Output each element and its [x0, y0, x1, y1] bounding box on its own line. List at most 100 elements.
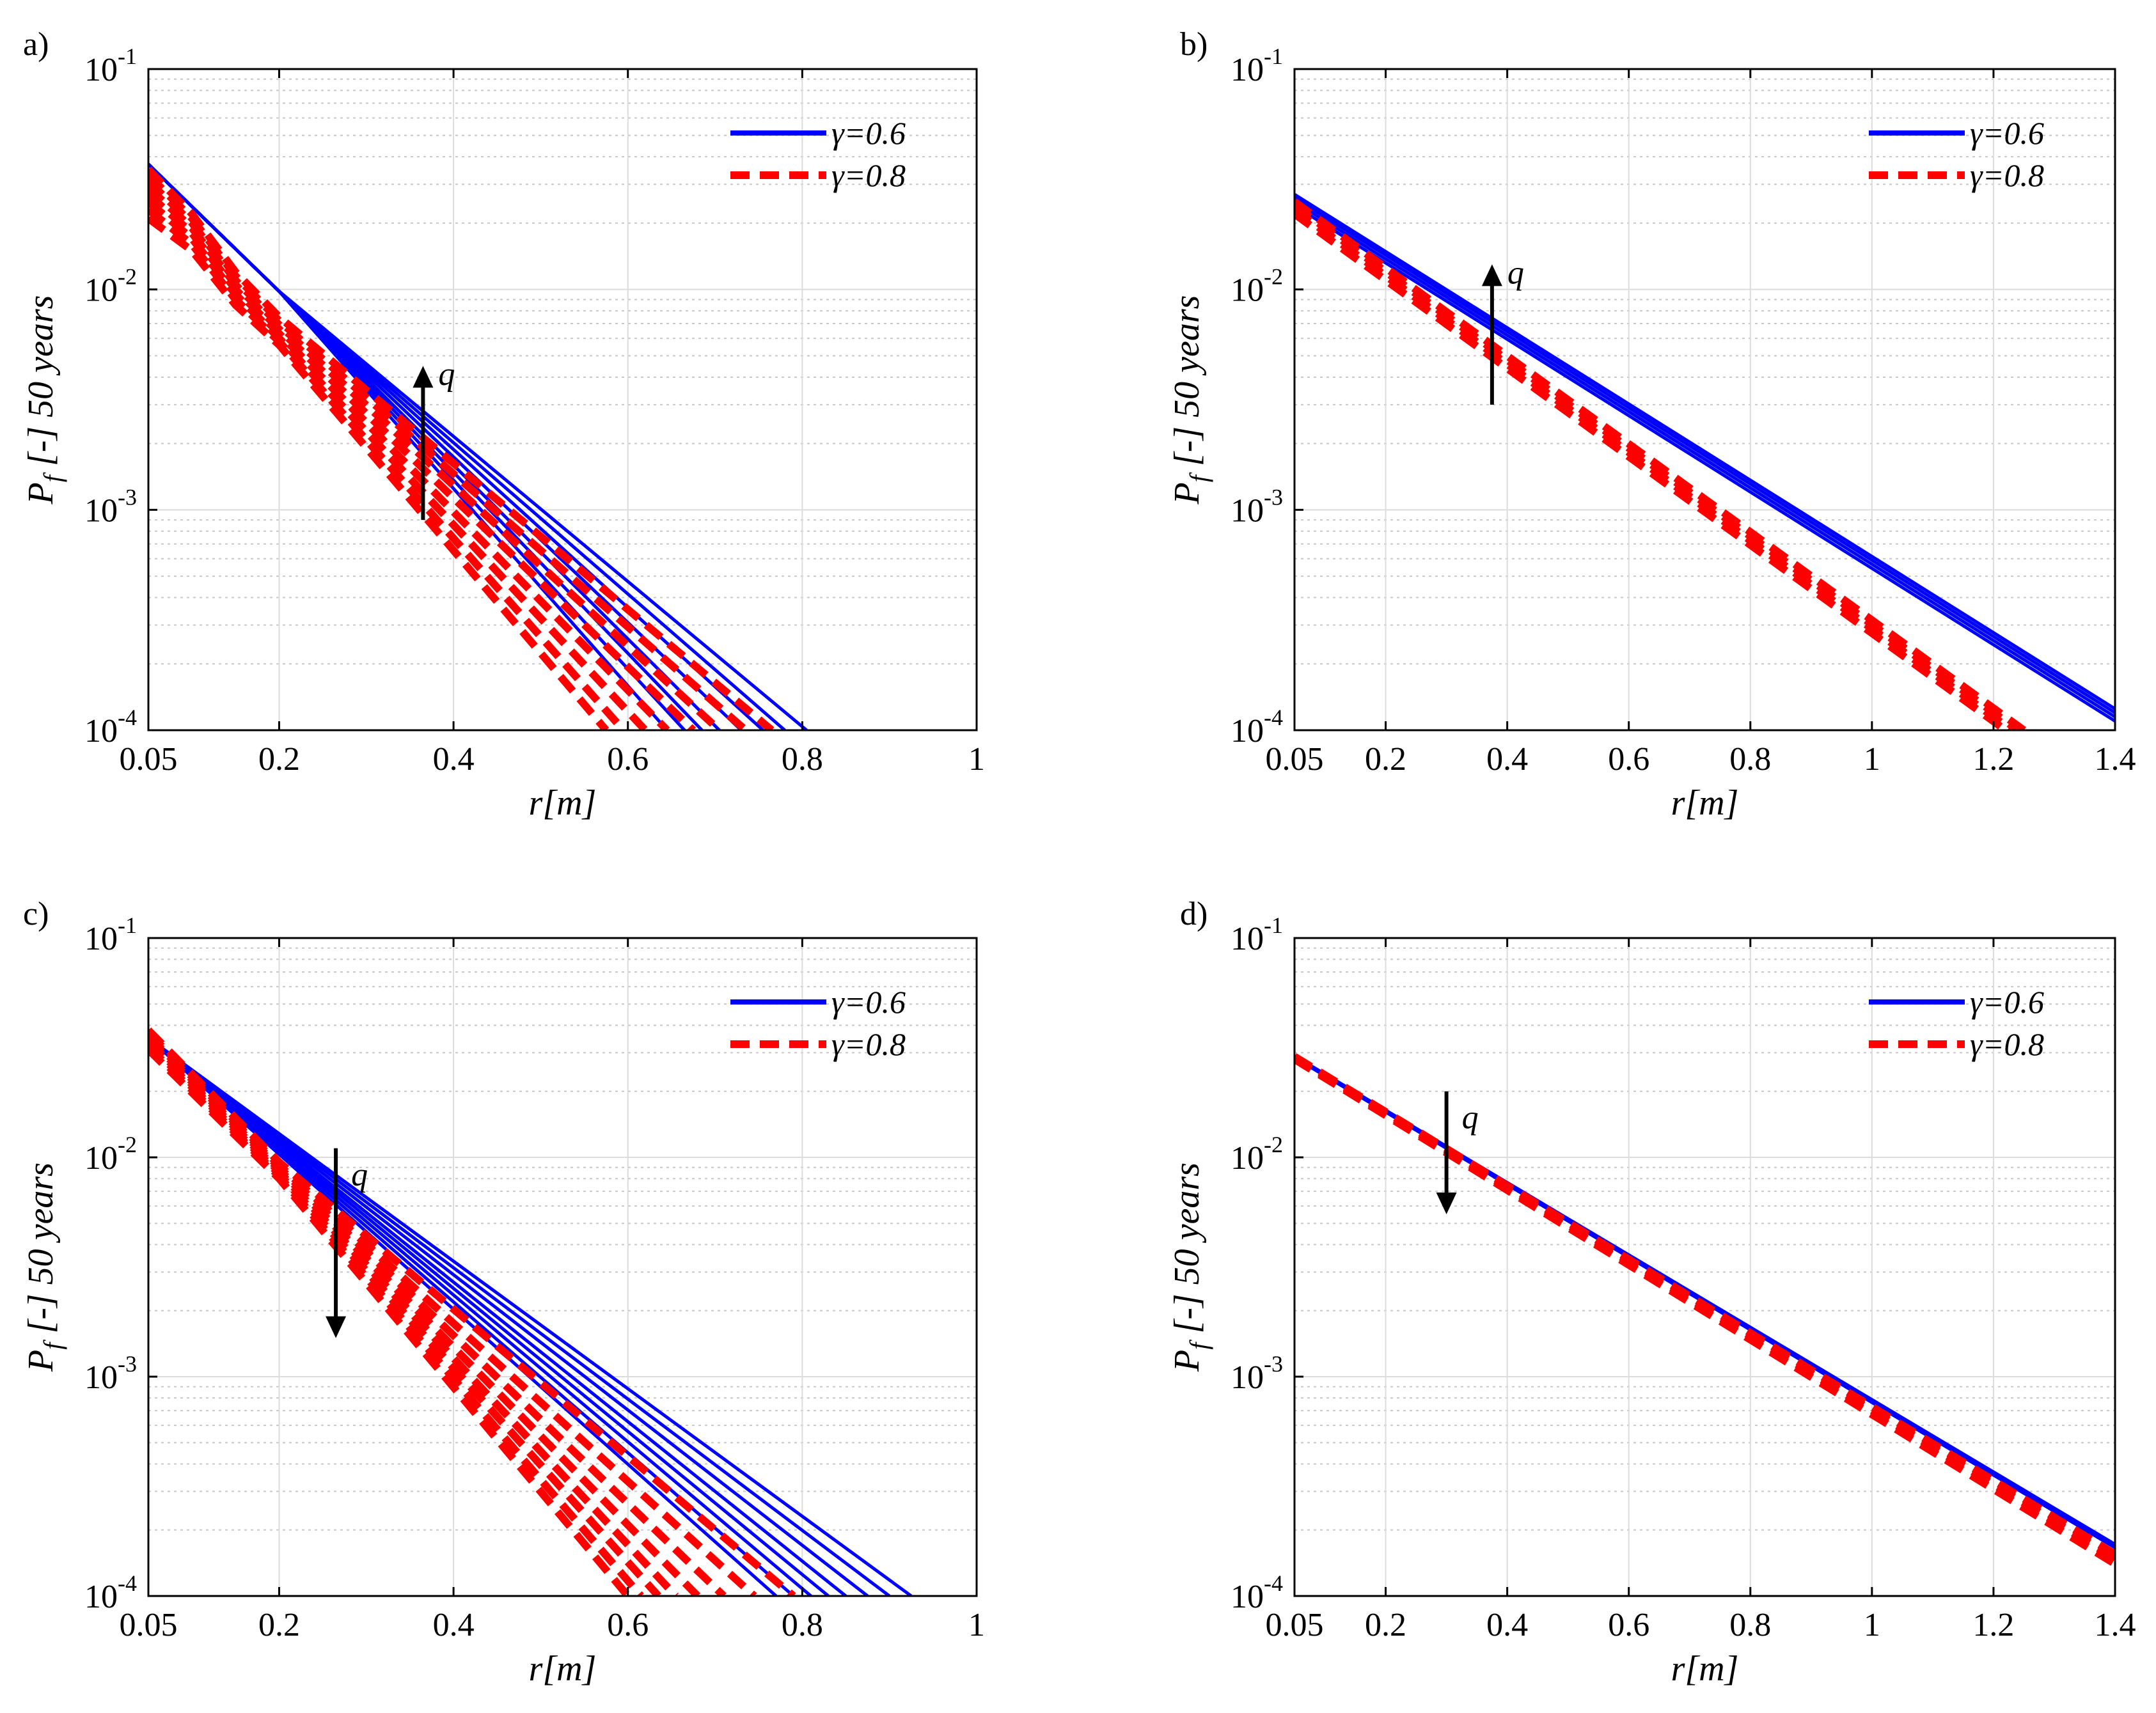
x-tick-label: 0.2	[258, 1607, 300, 1643]
panel-d: d) 0.05 0.2 0.4 0.6 0.8 1 1.2 1.4 10-4 10-3 10-2 10-…	[1167, 896, 2136, 1689]
legend: γ=0.6 γ=0.8	[1869, 984, 2044, 1062]
x-tick-label: 0.05	[120, 741, 178, 778]
solid-curve-1	[1294, 196, 2115, 714]
grid	[1294, 69, 2115, 730]
x-axis-label: r[m]	[529, 1649, 597, 1689]
dashed-curve-7	[148, 215, 610, 730]
series-group	[1294, 192, 2115, 730]
x-tick-label: 0.8	[1729, 741, 1771, 778]
x-axis-label: r[m]	[529, 783, 597, 823]
legend-entry: γ=0.6	[1970, 984, 2044, 1020]
y-tick-label: 10-1	[1231, 43, 1283, 88]
x-axis-label: r[m]	[1671, 783, 1739, 823]
arrow-head	[413, 366, 434, 388]
x-tick-label: 0.2	[1365, 1607, 1406, 1643]
axes-box	[1293, 937, 2116, 1597]
y-axis-label: Pf [-] 50 years	[21, 1162, 67, 1372]
x-tick-label: 0.6	[607, 741, 649, 778]
x-tick-label: 0.6	[607, 1607, 649, 1643]
panel-c: c) 0.05 0.2 0.4 0.6 0.8 1 10-4 10-3 10-2 10-1 r[m] P…	[21, 896, 985, 1689]
solid-curve-5	[148, 1036, 812, 1596]
arrow-label-q: q	[351, 1157, 368, 1193]
legend: γ=0.6 γ=0.8	[1869, 115, 2044, 193]
series-group	[148, 1027, 913, 1596]
solid-curve-7	[148, 163, 668, 730]
y-tick-label: 10-2	[1231, 264, 1283, 309]
axes-box	[1293, 68, 2116, 731]
x-tick-label: 0.4	[1486, 1607, 1528, 1643]
plot-area	[1294, 69, 2115, 730]
y-axis-label: Pf [-] 50 years	[21, 295, 67, 505]
axes-box	[147, 68, 978, 731]
panel-b: b) 0.05 0.2 0.4 0.6 0.8 1 1.2 1.4 10-4 10-3 10-2 10-…	[1167, 26, 2136, 823]
series-group	[148, 163, 808, 730]
x-tick-label: 1	[968, 741, 985, 778]
y-tick-label: 10-2	[1231, 1132, 1283, 1177]
y-tick-label: 10-3	[84, 1351, 137, 1396]
grid	[148, 69, 977, 730]
solid-curve-0	[1294, 192, 2115, 710]
x-tick-label: 0.05	[1266, 1607, 1324, 1643]
x-tick-label: 0.8	[782, 741, 823, 778]
y-tick-label: 10-4	[1231, 705, 1283, 749]
x-tick-label: 1.4	[2095, 741, 2136, 778]
y-axis-label: Pf [-] 50 years	[1167, 295, 1213, 505]
arrow-label-q: q	[438, 356, 455, 393]
legend: γ=0.6 γ=0.8	[730, 984, 906, 1062]
solid-curve-1	[148, 1036, 891, 1596]
arrow-label-q: q	[1507, 254, 1524, 291]
x-axis-label: r[m]	[1671, 1649, 1739, 1689]
legend-entry: γ=0.8	[831, 157, 906, 193]
y-tick-label: 10-3	[84, 484, 137, 529]
dashed-curve-7	[148, 1047, 631, 1596]
x-tick-label: 0.2	[258, 741, 300, 778]
arrow-head	[1481, 264, 1502, 286]
q-arrow: q	[413, 356, 455, 520]
solid-curve-0	[148, 1036, 913, 1596]
axes-box	[147, 937, 978, 1597]
x-tick-label: 0.4	[433, 741, 475, 778]
x-tick-label: 0.4	[433, 1607, 475, 1643]
q-arrow: q	[1436, 1091, 1479, 1215]
solid-curve-2	[148, 1036, 869, 1596]
y-tick-label: 10-4	[84, 705, 137, 749]
legend-entry: γ=0.6	[831, 115, 906, 151]
legend-entry: γ=0.8	[831, 1026, 906, 1062]
y-tick-label: 10-4	[84, 1570, 137, 1615]
panel-label: d)	[1180, 896, 1208, 932]
y-tick-label: 10-1	[84, 912, 137, 957]
x-tick-label: 0.05	[1266, 741, 1324, 778]
y-tick-label: 10-3	[1231, 484, 1283, 529]
panel-label: b)	[1180, 26, 1208, 63]
y-axis-label: Pf [-] 50 years	[1167, 1162, 1213, 1372]
y-tick-label: 10-3	[1231, 1351, 1283, 1396]
x-tick-label: 0.6	[1608, 741, 1649, 778]
q-arrow: q	[326, 1148, 368, 1338]
x-tick-label: 1	[1864, 741, 1880, 778]
plot-area	[1294, 938, 2115, 1596]
solid-curve-4	[148, 1036, 830, 1596]
x-tick-label: 0.6	[1608, 1607, 1649, 1643]
legend-entry: γ=0.8	[1970, 1026, 2044, 1062]
x-tick-label: 0.2	[1365, 741, 1406, 778]
panel-a: a) 0.05 0.2 0.4 0.6 0.8 1 10-4 10-3 10-2 10-1 r[m] P…	[21, 26, 985, 823]
x-tick-label: 1.2	[1972, 1607, 2014, 1643]
x-tick-label: 0.8	[782, 1607, 823, 1643]
grid	[1294, 938, 2115, 1596]
arrow-head	[326, 1316, 347, 1338]
panel-label: a)	[23, 26, 49, 63]
legend-entry: γ=0.6	[831, 984, 906, 1020]
q-arrow: q	[1481, 254, 1524, 405]
x-tick-label: 0.4	[1486, 741, 1528, 778]
x-tick-label: 1.2	[1972, 741, 2014, 778]
solid-curve-3	[1294, 204, 2115, 723]
y-tick-label: 10-2	[84, 1132, 137, 1177]
y-tick-label: 10-1	[1231, 912, 1283, 957]
y-tick-label: 10-1	[84, 43, 137, 88]
solid-curve-2	[1294, 200, 2115, 719]
legend-entry: γ=0.8	[1970, 157, 2044, 193]
dashed-curve-2	[1294, 1056, 2115, 1568]
y-tick-label: 10-2	[84, 264, 137, 309]
panel-label: c)	[23, 896, 49, 932]
